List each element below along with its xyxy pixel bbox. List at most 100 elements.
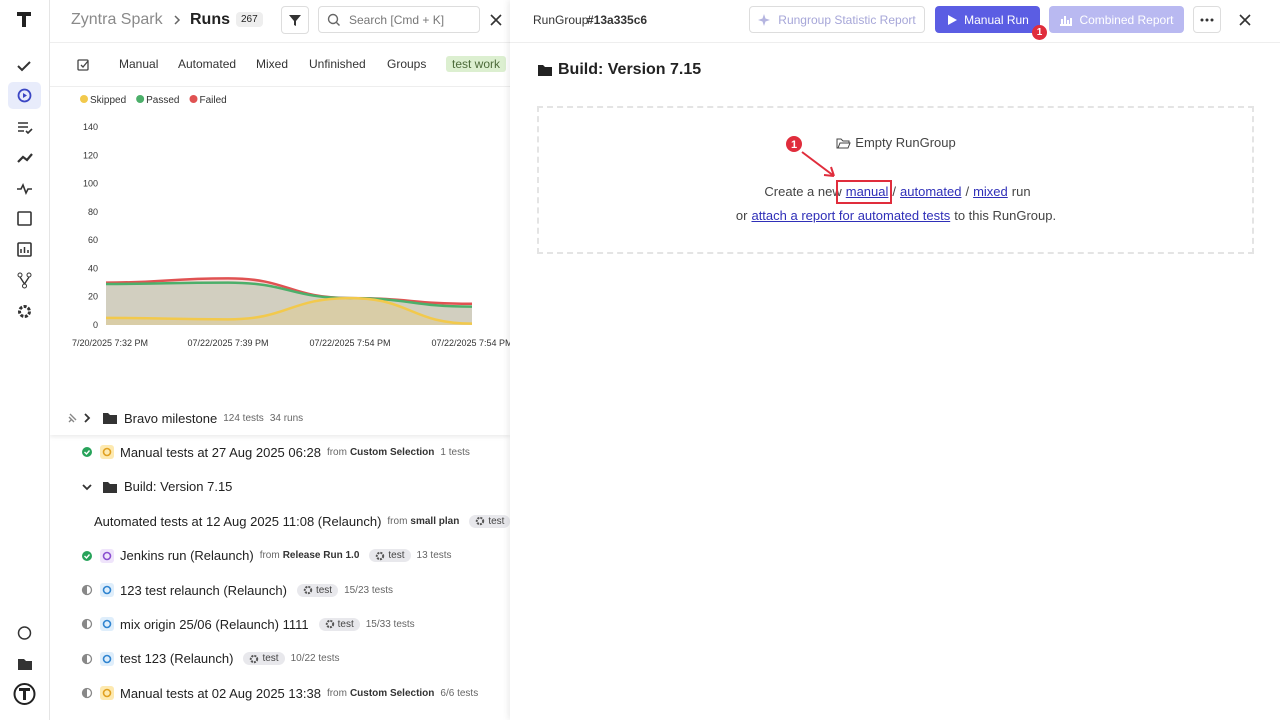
gear: [325, 620, 334, 629]
manual-run-button[interactable]: Manual Run: [935, 6, 1040, 33]
annotation-number: 1: [791, 139, 797, 151]
button-label: Manual Run: [964, 12, 1029, 27]
group-row[interactable]: Build: Version 7.15: [50, 470, 510, 504]
gear-icon: [250, 654, 259, 663]
tab[interactable]: Manual: [119, 57, 159, 71]
combined-report-button[interactable]: Combined Report: [1049, 6, 1184, 33]
close-panel[interactable]: [1237, 12, 1253, 28]
create-line: Create a new manual / automated / mixed …: [510, 184, 1280, 199]
from-source: Release Run 1.0: [282, 550, 360, 562]
from-label: from: [326, 687, 347, 699]
attach-link[interactable]: attach a report for automated tests: [751, 208, 951, 223]
group-row[interactable]: Bravo milestone 124 tests 34 runs: [50, 401, 510, 435]
tag-label: test: [337, 618, 354, 630]
type-mark: [102, 654, 112, 664]
sparkle-icon: [758, 13, 771, 26]
chevron-shape: [82, 484, 92, 491]
empty-heading: Empty RunGroup: [510, 135, 1280, 150]
group-meta: 124 tests: [223, 412, 264, 424]
type-icon: [100, 548, 114, 563]
sidebar-icons: [8, 12, 41, 705]
run-row[interactable]: Automated tests at 12 Aug 2025 11:08 (Re…: [50, 504, 510, 538]
tabs-icon[interactable]: [76, 57, 92, 73]
run-list: Bravo milestone 124 tests 34 runs Manual te…: [50, 401, 510, 720]
run-title: Manual tests at 02 Aug 2025 13:38: [120, 685, 321, 701]
run-title: Manual tests at 27 Aug 2025 06:28: [120, 444, 321, 460]
run-row[interactable]: Manual tests at 02 Aug 2025 13:38 from Cus…: [50, 676, 510, 710]
gear-icon: [303, 585, 313, 595]
text: Create a new: [764, 184, 842, 199]
chevron: [82, 484, 92, 491]
breadcrumb-sep: [174, 15, 181, 25]
empty-box: [537, 106, 1254, 254]
play-icon: [948, 14, 958, 25]
type-bg: [100, 686, 114, 701]
run-row[interactable]: 123 test relaunch (Relaunch) test 15/23 te…: [50, 573, 510, 607]
area: [106, 282, 472, 325]
y-tick-label: 100: [83, 179, 98, 189]
area: [106, 298, 472, 325]
search-box[interactable]: Search [Cmd + K]: [318, 6, 480, 33]
chevron-shape: [84, 413, 91, 423]
type-mark: [102, 585, 112, 595]
tag: test: [318, 617, 360, 631]
close-search[interactable]: [488, 12, 504, 28]
open-folder-icon: [836, 138, 852, 148]
tab[interactable]: test work: [446, 56, 507, 72]
status-icon: [81, 619, 93, 630]
test-count: 6/6 tests: [440, 687, 479, 699]
from-label: from: [387, 515, 408, 527]
more-button[interactable]: [1193, 6, 1221, 33]
run-row[interactable]: Manual tests at 27 Aug 2025 06:28 from Cus…: [50, 435, 510, 469]
chevron: [84, 413, 91, 423]
type-bg: [100, 548, 114, 563]
legend-label: Passed: [146, 95, 179, 106]
tab[interactable]: Groups: [387, 57, 427, 71]
run-title: test 123 (Relaunch): [120, 651, 234, 667]
statistic-report-button[interactable]: Rungroup Statistic Report: [749, 6, 925, 33]
tab[interactable]: Mixed: [256, 57, 289, 71]
tabs-border: [50, 86, 510, 87]
legend-label: Skipped: [90, 95, 126, 106]
test-count: 13 tests: [416, 550, 452, 562]
tag: test: [369, 549, 411, 563]
pin-shape: [68, 413, 77, 423]
run-row[interactable]: mix origin 25/06 (Relaunch) 1111 test 15/3…: [50, 607, 510, 641]
tab[interactable]: Automated: [178, 57, 237, 71]
type-icon: [100, 651, 114, 666]
gear-icon: [476, 516, 485, 526]
y-tick-label: 140: [83, 122, 98, 132]
app-name: Zyntra Spark: [71, 11, 163, 28]
line: [105, 296, 473, 325]
check: [84, 450, 91, 456]
header-border: [50, 42, 510, 43]
filter-button[interactable]: [281, 6, 309, 34]
legend-marker: [189, 95, 198, 103]
manual-link[interactable]: manual: [845, 184, 889, 199]
section-title: Runs: [190, 11, 230, 28]
type-bg: [100, 617, 114, 632]
type-icon: [100, 617, 114, 632]
mixed-link[interactable]: mixed: [973, 184, 1008, 199]
y-tick-label: 20: [88, 292, 98, 302]
gear-icon: [376, 551, 385, 560]
test-count: 15/23 tests: [344, 584, 393, 596]
run-row[interactable]: Jenkins run (Relaunch) from Release Run 1.…: [50, 539, 510, 573]
folder-icon: [103, 481, 117, 493]
status-half: [82, 654, 87, 664]
folder-icon: [538, 65, 552, 76]
separator: /: [892, 184, 897, 199]
status-icon: [81, 688, 93, 699]
legend-label: Failed: [200, 95, 227, 106]
search-placeholder: Search [Cmd + K]: [349, 13, 445, 27]
tag-label: test: [388, 550, 405, 562]
automated-link[interactable]: automated: [900, 184, 962, 199]
annotation: 1: [786, 136, 892, 204]
button-label: Rungroup Statistic Report: [778, 12, 916, 27]
tab[interactable]: Unfinished: [309, 57, 366, 71]
run-row[interactable]: test 123 (Relaunch) test 10/22 tests: [50, 642, 510, 676]
group-title: Bravo milestone: [124, 410, 218, 426]
test-count: 15/33 tests: [365, 618, 415, 630]
legend-marker: [136, 95, 145, 103]
